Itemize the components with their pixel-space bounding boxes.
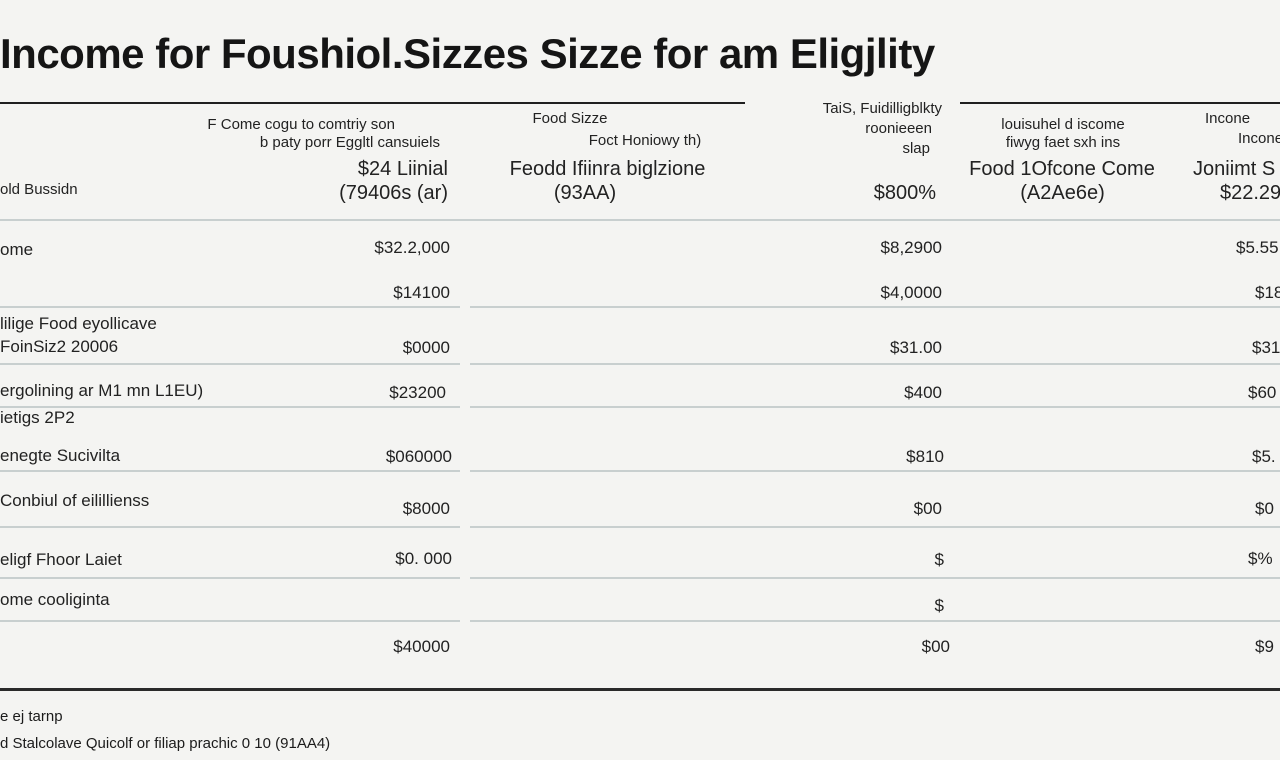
row-value-col3: $810 — [906, 447, 944, 466]
col1-header-line: b paty porr Eggltl cansuiels — [259, 134, 440, 151]
row-value-col5: $% — [1248, 549, 1273, 568]
footnote: e ej tarnp — [0, 708, 63, 725]
col4-header-line: louisuhel d iscome — [1001, 116, 1125, 133]
col1-header-line: $24 Liinial — [357, 158, 448, 180]
row-rule — [0, 306, 460, 308]
row-value-col1: $060000 — [385, 447, 452, 466]
row-rule — [470, 526, 1280, 528]
row-value-col5: $18 — [1255, 283, 1280, 302]
col2-header-line: Foct Honiowy th) — [588, 132, 702, 149]
row-rule — [470, 470, 1280, 472]
row-value-col1: $32.2,000 — [374, 238, 450, 257]
row-value-col5: $5. — [1252, 447, 1276, 466]
row-rule — [0, 577, 460, 579]
row-rule — [0, 526, 460, 528]
row-value-col1: $0000 — [402, 338, 450, 357]
header-rule — [960, 102, 1280, 104]
header-rule — [0, 102, 745, 104]
row-label: lilige Food eyollicave — [0, 314, 157, 333]
row-label: ome cooliginta — [0, 590, 110, 609]
col4-header-line: fiwyg faet sxh ins — [1005, 134, 1121, 151]
row-value-col3: $00 — [913, 499, 942, 518]
row-rule — [470, 406, 1280, 408]
row-label: ome — [0, 240, 34, 259]
row-value-col3: $ — [934, 550, 944, 569]
row-value-col1: $8000 — [402, 499, 450, 518]
row-value-col1: $14100 — [393, 283, 450, 302]
row-value-col3: $00 — [921, 637, 950, 656]
col3-header-line: slap — [902, 140, 930, 157]
table-bottom-rule — [0, 688, 1280, 691]
col1-header-line: (79406s (ar) — [339, 182, 448, 204]
row-label: ietigs 2P2 — [0, 408, 75, 427]
row-value-col5: $9 — [1255, 637, 1274, 656]
col5-header-line: $22.29 — [1220, 182, 1280, 204]
row-label: enegte Sucivilta — [0, 446, 121, 465]
row-rule — [0, 363, 460, 365]
col5-header-line: Joniimt S — [1193, 158, 1276, 180]
row-rule — [0, 406, 460, 408]
col2-header-line: Food Sizze — [532, 110, 608, 127]
col5-header-line: Incone — [1205, 110, 1251, 127]
footnote: d Stalcolave Quicolf or filiap prachic 0… — [0, 735, 331, 752]
row-rule — [470, 620, 1280, 622]
col2-header-line: Feodd Ifiinra biglzione — [509, 158, 706, 180]
col5-header-line: Incone — [1238, 130, 1280, 147]
row-rule — [0, 219, 1280, 221]
row-rule — [470, 363, 1280, 365]
row-rule — [470, 306, 1280, 308]
col1-header-line: F Come cogu to comtriy son — [207, 116, 395, 133]
col3-header-line: $800% — [873, 182, 936, 204]
row-rule — [0, 620, 460, 622]
row-value-col5: $0 — [1255, 499, 1274, 518]
row-value-col3: $ — [934, 596, 944, 615]
col4-header-line: (A2Ae6e) — [1020, 182, 1105, 204]
row-value-col1: $23200 — [389, 383, 446, 402]
row-header-label: old Bussidn — [0, 181, 78, 198]
row-label: eligf Fhoor Laiet — [0, 550, 122, 569]
col3-header-line: TaiS, Fuidilligblkty — [822, 100, 942, 117]
page-title: Income for Foushiol.Sizzes Sizze for am … — [0, 30, 935, 77]
col4-header-line: Food 1Ofcone Come — [969, 158, 1155, 180]
row-value-col3: $31.00 — [890, 338, 942, 357]
row-value-col1: $40000 — [393, 637, 450, 656]
row-label: ergolining ar M1 mn L1EU) — [0, 381, 204, 400]
row-rule — [470, 577, 1280, 579]
row-value-col1: $0. 000 — [395, 549, 452, 568]
row-value-col3: $4,0000 — [880, 283, 942, 302]
row-value-col5: $60 — [1248, 383, 1277, 402]
row-rule — [0, 470, 460, 472]
row-value-col3: $8,2900 — [880, 238, 942, 257]
col2-header-line: (93AA) — [553, 182, 617, 204]
row-sublabel: FoinSiz2 20006 — [0, 337, 119, 356]
row-value-col3: $400 — [904, 383, 942, 402]
col3-header-line: roonieeen — [865, 120, 932, 137]
row-label: Conbiul of eilillienss — [0, 491, 150, 510]
row-value-col5: $31 — [1252, 338, 1280, 357]
row-value-col5: $5.55 — [1236, 238, 1279, 257]
